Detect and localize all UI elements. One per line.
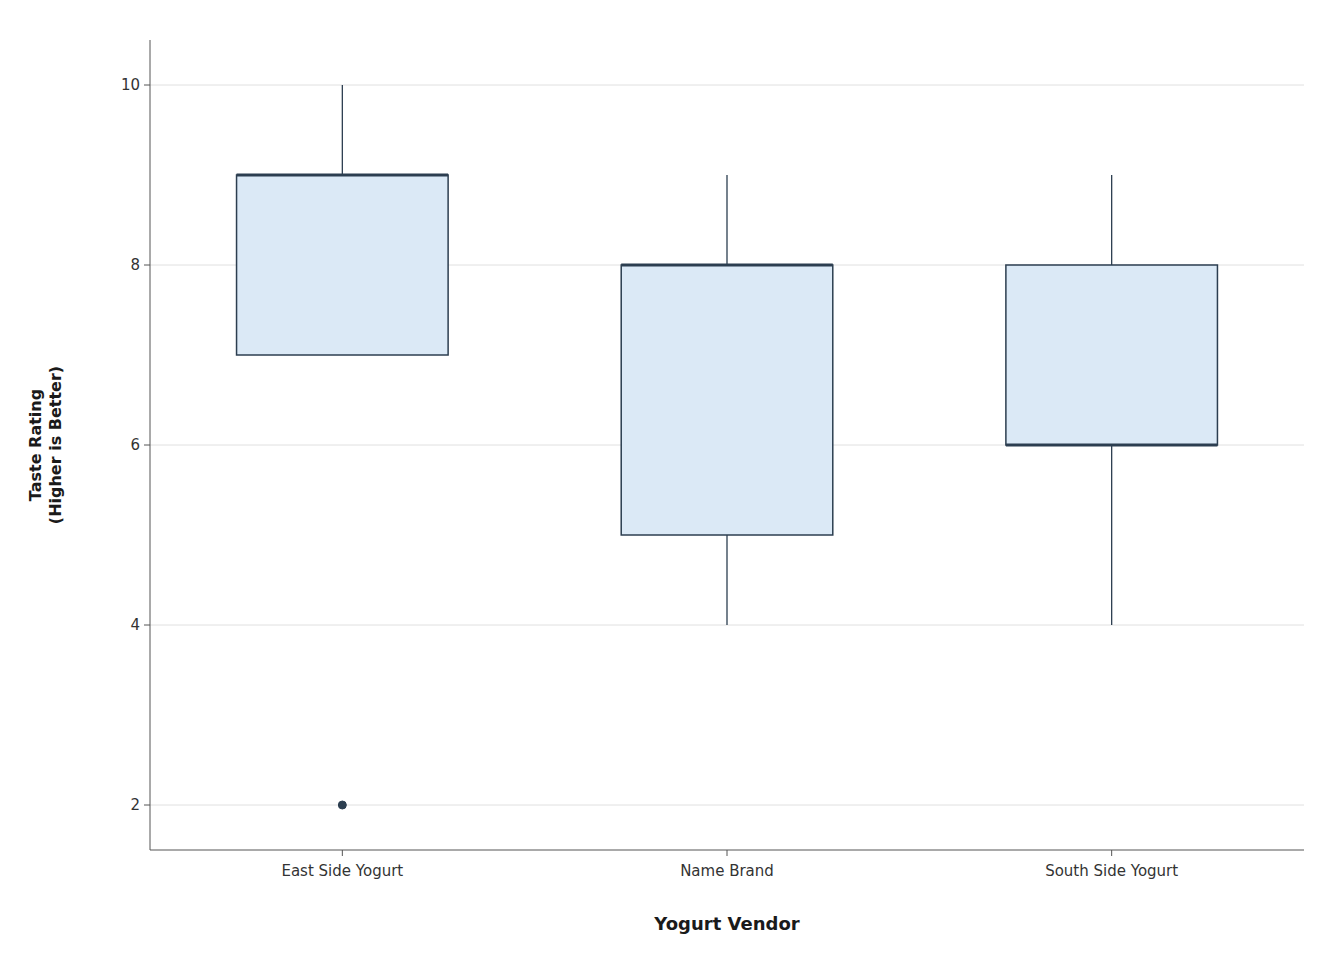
y-axis-label: Taste Rating(Higher is Better) — [26, 366, 65, 524]
y-tick-label: 4 — [130, 616, 140, 634]
chart-container: 2 4 6 8 10 East Side Yogurt Name Brand South Si… — [0, 0, 1344, 960]
x-tick-label: South Side Yogurt — [1045, 862, 1178, 880]
x-axis-label: Yogurt Vendor — [653, 913, 799, 934]
box — [237, 175, 449, 355]
x-tick — [342, 850, 343, 856]
y-tick — [144, 625, 150, 626]
x-tick — [727, 850, 728, 856]
whisker-low — [1111, 445, 1112, 625]
y-tick — [144, 265, 150, 266]
flier — [338, 801, 346, 809]
y-tick — [144, 445, 150, 446]
y-tick — [144, 85, 150, 86]
whisker-high — [726, 175, 727, 265]
y-axis-label-line: (Higher is Better) — [46, 366, 65, 524]
box — [621, 265, 833, 535]
grid — [150, 85, 1304, 805]
median — [237, 174, 449, 177]
grid-line — [150, 85, 1304, 86]
y-tick — [144, 805, 150, 806]
median — [1006, 444, 1218, 447]
box — [1006, 265, 1218, 445]
grid-line — [150, 805, 1304, 806]
median — [621, 264, 833, 267]
y-tick-label: 2 — [130, 796, 140, 814]
y-axis-line — [150, 40, 151, 850]
x-tick — [1111, 850, 1112, 856]
chart-svg: 2 4 6 8 10 East Side Yogurt Name Brand South Si… — [0, 0, 1344, 960]
whisker-low — [726, 535, 727, 625]
x-tick-label: East Side Yogurt — [281, 862, 403, 880]
whisker-high — [1111, 175, 1112, 265]
x-axis: East Side Yogurt Name Brand South Side Yog… — [150, 850, 1304, 880]
boxes — [237, 85, 1218, 809]
y-tick-label: 6 — [130, 436, 140, 454]
whisker-high — [342, 85, 343, 175]
box-group — [621, 175, 833, 625]
box-group — [1006, 175, 1218, 625]
y-axis-label-line: Taste Rating — [26, 389, 45, 501]
box-group — [237, 85, 449, 809]
x-tick-label: Name Brand — [680, 862, 774, 880]
y-tick-label: 10 — [121, 76, 140, 94]
y-axis: 2 4 6 8 10 — [121, 40, 150, 850]
y-tick-label: 8 — [130, 256, 140, 274]
